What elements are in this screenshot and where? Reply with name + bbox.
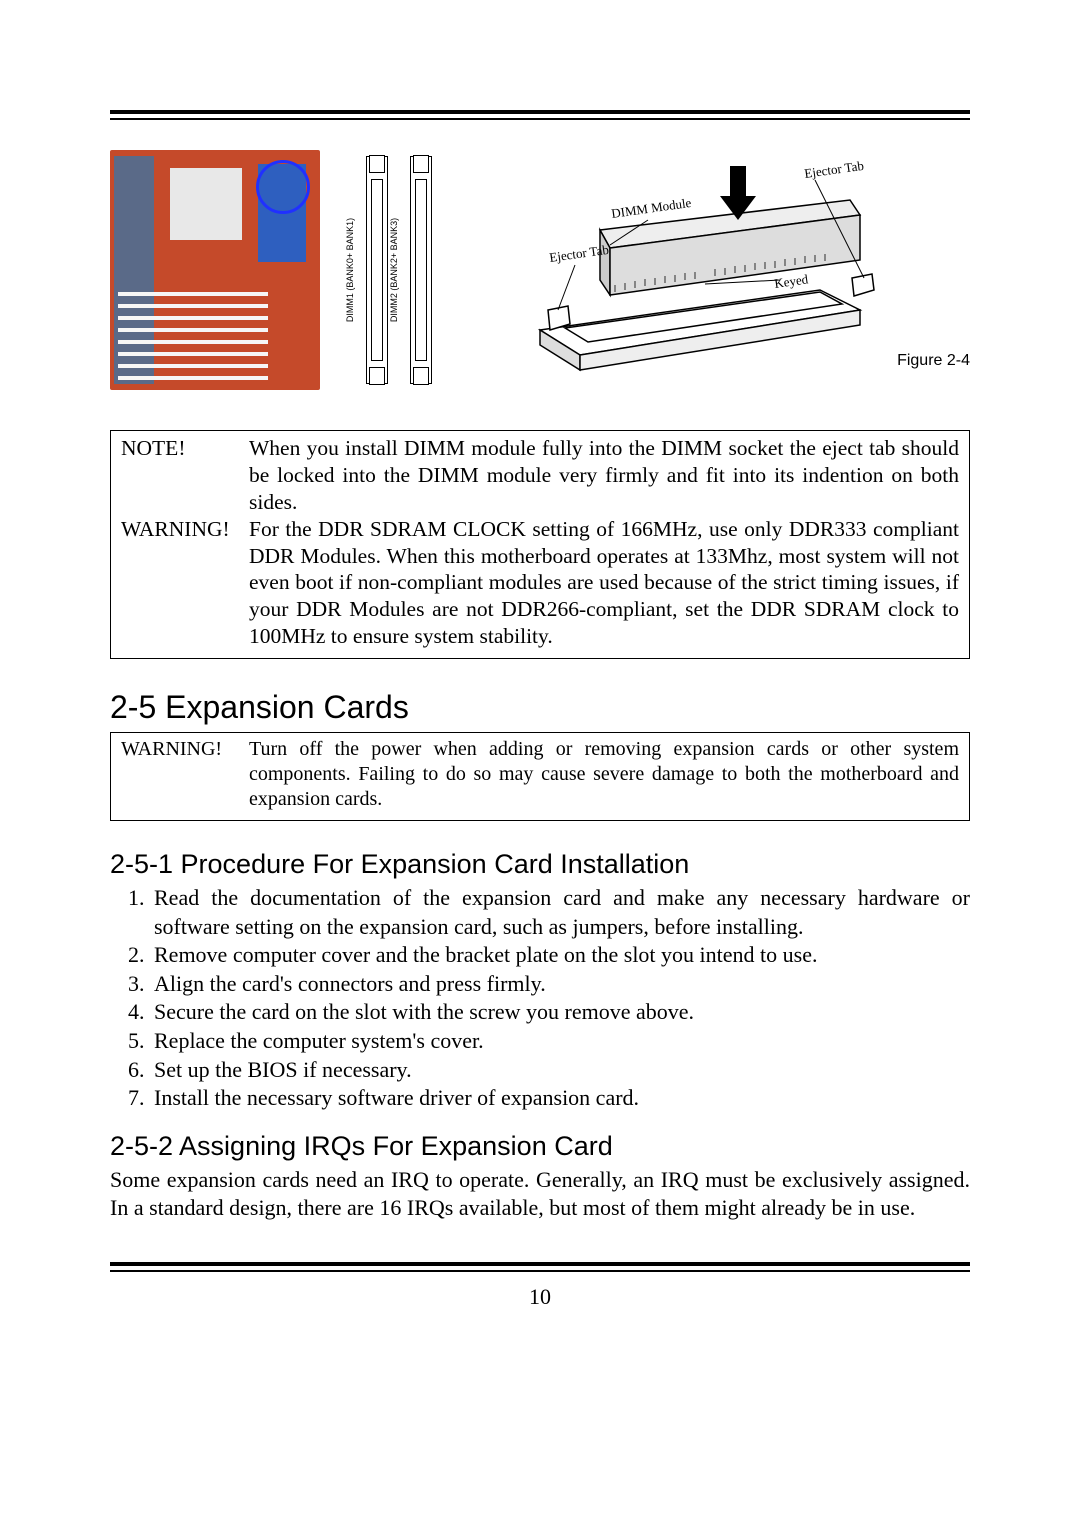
warning-row: WARNING! For the DDR SDRAM CLOCK setting… [121, 516, 959, 650]
note-warning-box: NOTE! When you install DIMM module fully… [110, 430, 970, 659]
proc-step: Set up the BIOS if necessary. [150, 1056, 970, 1085]
label-dimm-module: DIMM Module [610, 195, 692, 221]
proc-step: Align the card's connectors and press fi… [150, 970, 970, 999]
expansion-warning-row: WARNING! Turn off the power when adding … [121, 737, 959, 812]
dimm-slot-2 [410, 156, 432, 384]
dimm-label-2: DIMM2 (BANK2+ BANK3) [389, 218, 399, 322]
top-rule [110, 110, 970, 120]
irq-body: Some expansion cards need an IRQ to oper… [110, 1166, 970, 1222]
page-number: 10 [110, 1284, 970, 1310]
dimm-slots-diagram: DIMM1 (BANK0+ BANK1) DIMM2 (BANK2+ BANK3… [350, 150, 460, 390]
bottom-rule [110, 1262, 970, 1272]
heading-2-5-1: 2-5-1 Procedure For Expansion Card Insta… [110, 849, 970, 880]
label-keyed: Keyed [773, 271, 809, 291]
warning-label: WARNING! [121, 516, 249, 650]
procedure-list: Read the documentation of the expansion … [110, 884, 970, 1113]
figure-caption: Figure 2-4 [897, 352, 970, 370]
expansion-warning-label: WARNING! [121, 737, 249, 812]
dimm-label-1: DIMM1 (BANK0+ BANK1) [345, 218, 355, 322]
expansion-warning-box: WARNING! Turn off the power when adding … [110, 732, 970, 821]
proc-step: Replace the computer system's cover. [150, 1027, 970, 1056]
dimm-install-drawing: Ejector Tab DIMM Module Ejector Tab Keye… [490, 160, 970, 380]
page: DIMM1 (BANK0+ BANK1) DIMM2 (BANK2+ BANK3… [0, 0, 1080, 1528]
dimm-slot-1 [366, 156, 388, 384]
proc-step: Secure the card on the slot with the scr… [150, 998, 970, 1027]
proc-step: Remove computer cover and the bracket pl… [150, 941, 970, 970]
note-row: NOTE! When you install DIMM module fully… [121, 435, 959, 516]
proc-step: Install the necessary software driver of… [150, 1084, 970, 1113]
expansion-warning-text: Turn off the power when adding or removi… [249, 737, 959, 812]
note-label: NOTE! [121, 435, 249, 516]
label-ejector-tab-top: Ejector Tab [803, 160, 864, 181]
proc-step: Read the documentation of the expansion … [150, 884, 970, 941]
note-text: When you install DIMM module fully into … [249, 435, 959, 516]
heading-2-5-2: 2-5-2 Assigning IRQs For Expansion Card [110, 1131, 970, 1162]
dimm-highlight-circle [256, 160, 310, 214]
motherboard-image [110, 150, 320, 390]
heading-2-5: 2-5 Expansion Cards [110, 689, 970, 726]
figure-row: DIMM1 (BANK0+ BANK1) DIMM2 (BANK2+ BANK3… [110, 140, 970, 400]
warning-text: For the DDR SDRAM CLOCK setting of 166MH… [249, 516, 959, 650]
